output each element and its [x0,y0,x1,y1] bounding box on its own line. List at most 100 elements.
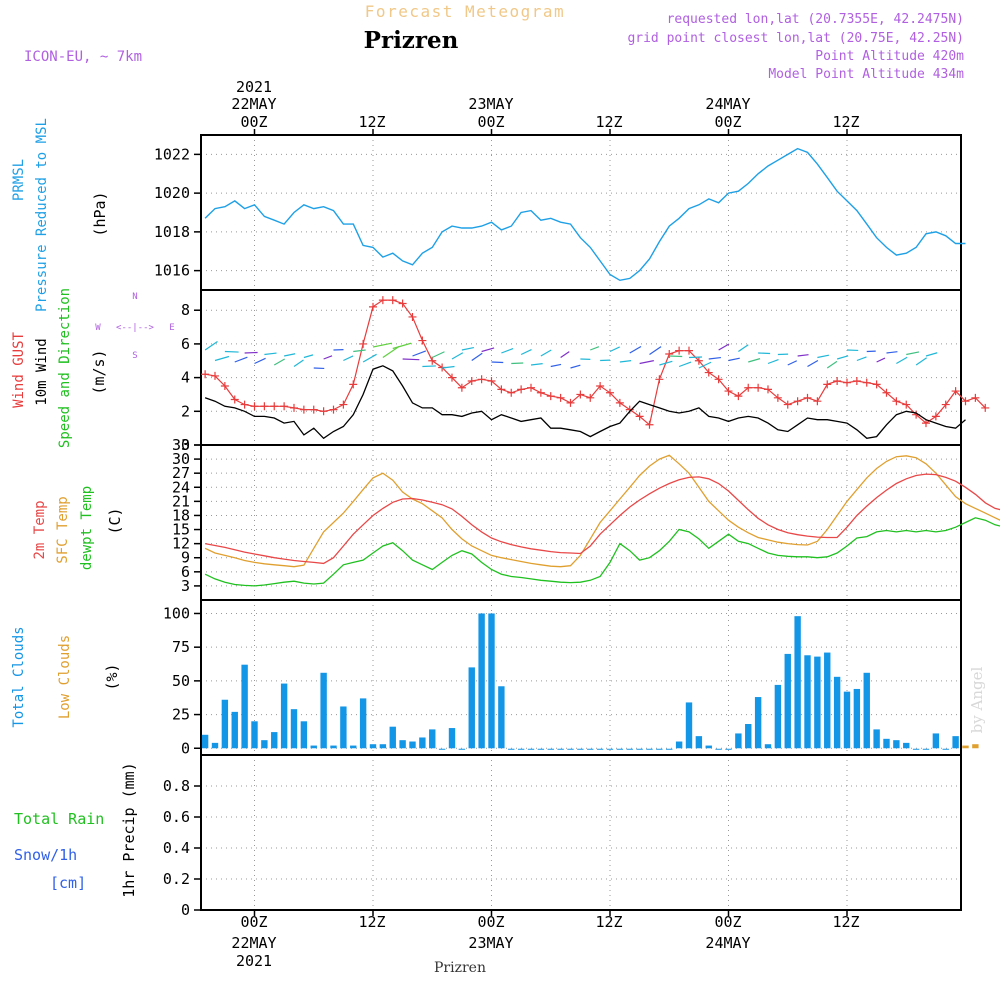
gust-marker [694,356,703,365]
gust-marker [230,395,239,404]
wind-direction-arrow [550,363,562,368]
total-cloud-bar [231,711,238,749]
sfc-label: SFC Temp [55,496,71,563]
total-cloud-bar [824,652,831,749]
gust-marker [704,368,713,377]
y-tick-label: 0 [181,739,190,757]
gust-marker [951,387,960,396]
wind-direction-arrow [886,351,898,354]
location-title: Prizren [364,27,459,54]
total-cloud-bar [359,698,367,749]
gust-label: Wind GUST [11,332,27,408]
wind-direction-arrow [836,355,849,360]
bottom-tick-4: 12Z [595,913,622,931]
gust-marker [497,385,506,394]
gust-marker [339,400,348,409]
total-cloud-bar [705,745,712,749]
gust-marker [764,385,772,394]
prmsl-unit: (hPa) [91,191,109,236]
total-cloud-bar [261,740,268,749]
footer-location: Prizren [434,960,486,976]
gust-marker [457,383,466,392]
gust-marker [882,388,891,397]
total-cloud-bar [429,729,436,749]
wind-direction-arrow [570,364,581,369]
top-tick-4: 12Z [595,113,622,131]
gust-marker [625,405,634,414]
total-cloud-bar [488,613,495,749]
gust-marker [280,402,289,411]
wind-direction-arrow [362,353,377,363]
wind-direction-arrow [906,351,920,356]
gust-marker [477,375,486,384]
y-tick-label: 3 [181,577,190,595]
y-tick-label: 15 [172,521,190,539]
gust-marker [359,339,368,348]
gust-marker [971,393,980,402]
gust-marker [250,402,259,411]
bottom-tick-5: 00Z [714,913,741,931]
total-cloud-bar [784,653,791,749]
gust-marker [398,299,407,308]
low-cloud-bar [972,744,979,749]
series-dewpt [204,517,1000,587]
wind-direction-arrow [284,353,296,357]
wind-direction-arrow [787,360,798,366]
bottom-year: 2021 [236,952,272,970]
panel-frame [200,134,962,291]
wind-direction-arrow [353,349,366,353]
prmsl-desc-label: Pressure Reduced to MSL [34,118,50,312]
top-day-3: 24MAY [705,95,750,113]
wind-direction-arrow [817,354,830,359]
gust-marker [240,400,249,409]
gust-marker [527,383,535,392]
total-cloud-bar [389,726,396,749]
top-tick-3: 00Z [477,113,504,131]
gust-marker [299,405,308,414]
total-cloud-bar [468,667,475,749]
total-cloud-bar [804,655,811,749]
wind-direction-arrow [461,346,475,351]
gust-marker [645,420,654,429]
total-cloud-bar [794,616,801,749]
wind-direction-arrow [876,357,886,363]
forecast-title: Forecast Meteogram [365,2,565,21]
y-tick-label: 0.2 [163,870,190,888]
top-day-2: 23MAY [468,95,513,113]
total-cloud-bar [863,672,870,749]
temp-unit: (C) [106,507,124,534]
y-tick-label: 2 [181,402,190,420]
gust-marker [872,380,881,389]
total-cloud-bar [251,721,258,749]
wind-direction-arrow [392,342,412,350]
wind-direction-arrow [234,356,248,363]
snow-unit: [cm] [50,874,86,892]
gust-marker [734,392,743,401]
gust-marker [319,407,328,416]
gust-marker [536,388,545,397]
gust-marker [675,346,684,355]
wind-direction-arrow [412,350,427,357]
compass-w: W [95,323,101,333]
total-cloud-bar [419,737,426,749]
gust-marker [714,375,723,384]
total-cloud-bar [764,744,772,749]
total-cloud-bar [873,729,880,749]
total-cloud-bar [735,733,742,749]
gust-marker [220,382,229,391]
y-tick-label: 18 [172,506,190,524]
total-cloud-bar [330,745,337,749]
total-cloud-bar [211,742,219,749]
total-cloud-bar [932,733,940,749]
total-cloud-bar [280,683,288,749]
series-sfc-temp [204,454,1000,568]
gust-marker [823,380,832,389]
wind-direction-arrow [807,360,819,368]
wind-direction-arrow [501,348,514,354]
wind-direction-arrow [481,347,495,353]
bottom-tick-1: 00Z [240,913,267,931]
gust-marker [546,392,555,401]
bottom-day-3: 24MAY [705,934,750,952]
prmsl-label: PRMSL [11,159,27,201]
gust-marker [773,393,782,402]
